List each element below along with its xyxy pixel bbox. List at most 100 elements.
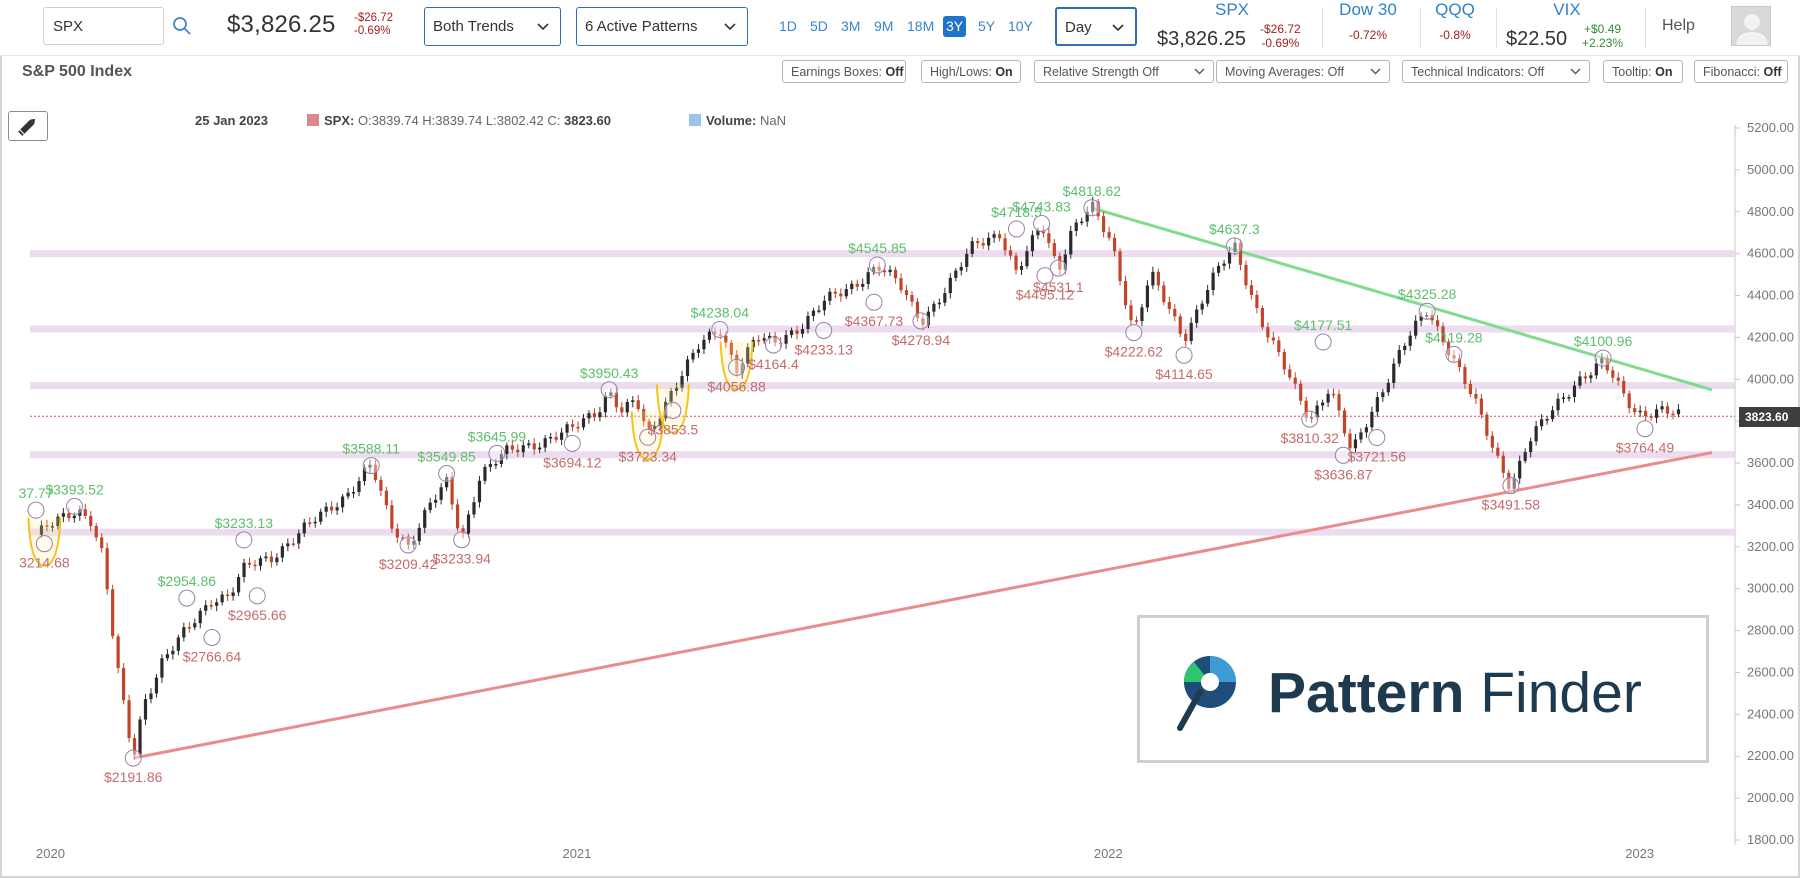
range-button-5y[interactable]: 5Y — [978, 18, 996, 34]
candle-body — [143, 699, 148, 720]
candle-body — [1315, 405, 1319, 418]
candle-body — [1414, 320, 1418, 336]
candle-body — [1310, 417, 1314, 419]
cup-pattern-marker — [27, 517, 62, 567]
candle-body — [948, 277, 952, 294]
pivot-marker — [1502, 477, 1520, 495]
chevron-down-icon — [724, 23, 736, 31]
candle-body — [1107, 232, 1111, 238]
avatar[interactable] — [1731, 6, 1771, 46]
range-button-3m[interactable]: 3M — [841, 18, 861, 34]
candle-body — [1331, 393, 1336, 396]
candle-body — [45, 525, 49, 527]
symbol-search-input[interactable]: SPX — [43, 7, 164, 45]
quote-price: $3,826.25 — [1157, 28, 1246, 50]
candle-body — [1408, 335, 1412, 346]
candle-body — [1353, 439, 1358, 449]
quote-qqq[interactable]: QQQ -0.8% — [1425, 0, 1485, 42]
candle-body — [1091, 201, 1095, 212]
candle-body — [340, 496, 345, 508]
candle-body — [1025, 251, 1029, 267]
select-label: Moving Averages: Off — [1225, 65, 1345, 79]
earnings-boxes-toggle[interactable]: Earnings Boxes: Off — [782, 60, 906, 83]
pivot-marker — [1083, 199, 1101, 217]
candle-body — [1359, 432, 1363, 440]
candle-body — [850, 283, 854, 290]
technical-indicators-select[interactable]: Technical Indicators: Off — [1402, 60, 1590, 83]
draw-tool-button[interactable] — [8, 111, 48, 141]
candle-body — [620, 407, 624, 413]
range-button-1d[interactable]: 1D — [779, 18, 797, 34]
y-tick-label: 3200.00 — [1747, 539, 1794, 554]
ohlc-symbol: SPX: — [324, 113, 355, 128]
candle-body — [1381, 392, 1385, 398]
candle-body — [1512, 478, 1516, 489]
quote-divider — [1322, 8, 1323, 48]
highlows-toggle[interactable]: High/Lows: On — [921, 60, 1021, 83]
candle-body — [1611, 370, 1615, 378]
quote-change-pct: -0.72% — [1348, 28, 1388, 42]
pivot-marker — [178, 589, 196, 607]
tooltip-toggle[interactable]: Tooltip: On — [1603, 60, 1683, 83]
candle-body — [1386, 382, 1390, 393]
candle-body — [1474, 393, 1478, 399]
candle-body — [658, 418, 662, 427]
candle-body — [1096, 201, 1100, 217]
candle-body — [100, 537, 104, 549]
candle-body — [138, 719, 142, 755]
quote-change-pct: -0.8% — [1439, 28, 1471, 42]
low-label: $4531.1 — [1033, 279, 1084, 295]
candle-body — [653, 426, 657, 429]
quote-spx[interactable]: SPX $3,826.25 -$26.72 -0.69% — [1152, 0, 1312, 60]
candle-body — [1178, 316, 1182, 334]
candle-body — [1304, 400, 1308, 418]
support-resistance-band — [30, 325, 1735, 333]
candle-body — [1260, 308, 1264, 328]
candle-body — [718, 334, 722, 336]
range-button-9m[interactable]: 9M — [874, 18, 894, 34]
pivot-marker — [1418, 302, 1436, 320]
candle-body — [1671, 413, 1675, 416]
period-select[interactable]: Day — [1055, 7, 1137, 46]
range-button-10y[interactable]: 10Y — [1008, 18, 1033, 34]
candle-body — [1063, 254, 1067, 270]
relative-strength-select[interactable]: Relative Strength Off — [1034, 60, 1214, 83]
support-resistance-band — [30, 528, 1735, 536]
pattern-finder-logo-text: Pattern Finder — [1268, 660, 1642, 726]
quote-dow30[interactable]: Dow 30 -0.72% — [1330, 0, 1406, 42]
candle-body — [395, 528, 399, 538]
pivot-marker — [66, 497, 84, 515]
quote-vix[interactable]: VIX $22.50 +$0.49 +2.23% — [1504, 0, 1630, 60]
candle-body — [220, 594, 224, 603]
candle-body — [768, 335, 772, 339]
candle-body — [1419, 316, 1423, 321]
range-button-3y[interactable]: 3Y — [943, 16, 967, 37]
search-icon[interactable] — [170, 14, 194, 38]
candle-body — [778, 342, 783, 345]
candle-body — [351, 492, 356, 494]
candle-body — [67, 513, 71, 519]
pattern-select[interactable]: 6 Active Patterns — [576, 7, 748, 46]
fibonacci-toggle[interactable]: Fibonacci: Off — [1694, 60, 1788, 83]
toggle-label: Earnings Boxes: — [791, 65, 883, 79]
candle-body — [1572, 385, 1577, 398]
moving-averages-select[interactable]: Moving Averages: Off — [1216, 60, 1390, 83]
range-button-5d[interactable]: 5D — [810, 18, 828, 34]
help-link[interactable]: Help — [1662, 17, 1695, 34]
candle-body — [1112, 237, 1117, 252]
candle-body — [1556, 398, 1560, 411]
trend-select[interactable]: Both Trends — [424, 7, 561, 46]
range-button-18m[interactable]: 18M — [907, 18, 935, 34]
pivot-marker — [764, 336, 782, 354]
candle-body — [1403, 345, 1407, 351]
candle-body — [1293, 377, 1297, 384]
candle-body — [368, 464, 372, 468]
x-tick-label: 2022 — [1094, 846, 1123, 861]
pattern-finder-logo-icon — [1177, 656, 1236, 731]
pivot-marker — [1036, 267, 1054, 285]
candle-body — [231, 592, 235, 596]
low-label: $3721.56 — [1348, 449, 1407, 465]
candle-body — [291, 543, 295, 545]
y-tick-label: 2600.00 — [1747, 664, 1794, 679]
